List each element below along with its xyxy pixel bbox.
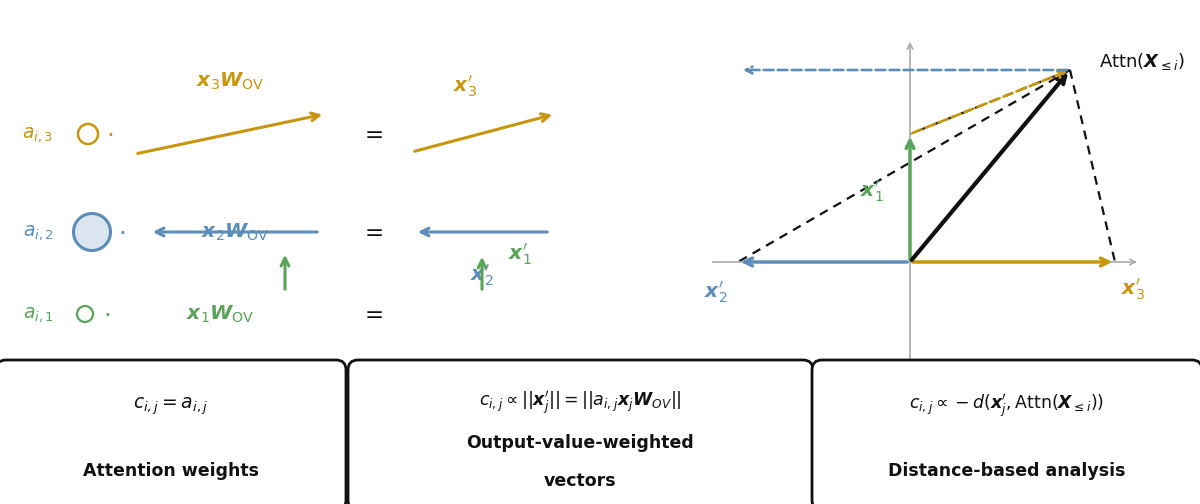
Text: $\boldsymbol{x}_3'$: $\boldsymbol{x}_3'$ <box>1121 276 1145 302</box>
Text: $\mathrm{Attn}(\boldsymbol{X}_{\leq i})$: $\mathrm{Attn}(\boldsymbol{X}_{\leq i})$ <box>1099 51 1184 73</box>
Text: $\boldsymbol{x}_2\boldsymbol{W}_{\mathrm{OV}}$: $\boldsymbol{x}_2\boldsymbol{W}_{\mathrm… <box>200 221 269 242</box>
Text: $\boldsymbol{x}_3'$: $\boldsymbol{x}_3'$ <box>454 74 476 99</box>
Text: Output-value-weighted: Output-value-weighted <box>466 434 694 452</box>
Text: $\boldsymbol{x}_1'$: $\boldsymbol{x}_1'$ <box>508 241 532 267</box>
Text: $=$: $=$ <box>360 221 384 243</box>
Text: $=$: $=$ <box>360 122 384 146</box>
Text: $\boldsymbol{x}_2'$: $\boldsymbol{x}_2'$ <box>704 279 727 305</box>
Text: $c_{i,j} \propto -d(\boldsymbol{x}_j^{\prime}, \mathrm{Attn}(\boldsymbol{X}_{\le: $c_{i,j} \propto -d(\boldsymbol{x}_j^{\p… <box>910 393 1105 420</box>
FancyBboxPatch shape <box>812 360 1200 504</box>
Text: $=$: $=$ <box>360 302 384 326</box>
Text: $a_{i,1}$: $a_{i,1}$ <box>23 304 54 324</box>
Text: $c_{i,j} = a_{i,j}$: $c_{i,j} = a_{i,j}$ <box>133 396 209 417</box>
Text: $a_{i,2}$: $a_{i,2}$ <box>23 222 54 241</box>
Circle shape <box>73 214 110 250</box>
Text: $c_{i,j} \propto ||\boldsymbol{x}_j^{\prime}|| = ||a_{i,j}\boldsymbol{x}_j\bolds: $c_{i,j} \propto ||\boldsymbol{x}_j^{\pr… <box>479 390 682 417</box>
Text: $\cdot$: $\cdot$ <box>103 302 110 326</box>
Text: $\boldsymbol{x}_2'$: $\boldsymbol{x}_2'$ <box>470 262 493 288</box>
Text: $a_{i,3}$: $a_{i,3}$ <box>23 124 54 144</box>
Text: $\boldsymbol{x}_3\boldsymbol{W}_{\mathrm{OV}}$: $\boldsymbol{x}_3\boldsymbol{W}_{\mathrm… <box>196 71 264 92</box>
Text: Attention weights: Attention weights <box>83 462 259 480</box>
FancyBboxPatch shape <box>0 360 346 504</box>
Text: $\cdot$: $\cdot$ <box>107 122 114 146</box>
FancyBboxPatch shape <box>348 360 814 504</box>
Text: Distance-based analysis: Distance-based analysis <box>888 462 1126 480</box>
Text: $\cdot$: $\cdot$ <box>119 220 126 244</box>
Text: $\boldsymbol{x}_1\boldsymbol{W}_{\mathrm{OV}}$: $\boldsymbol{x}_1\boldsymbol{W}_{\mathrm… <box>186 303 254 325</box>
Text: vectors: vectors <box>544 472 617 489</box>
Text: $\boldsymbol{x}_1'$: $\boldsymbol{x}_1'$ <box>860 179 884 205</box>
